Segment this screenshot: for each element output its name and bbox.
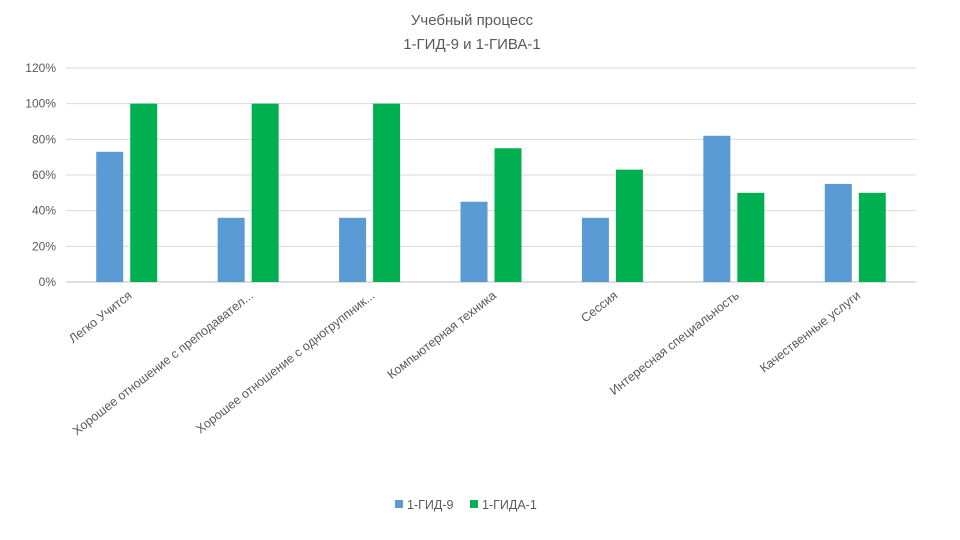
bar-series-2	[373, 103, 401, 283]
legend-label: 1-ГИД-9	[407, 498, 453, 512]
y-tick-label: 60%	[32, 168, 56, 182]
y-tick-label: 100%	[25, 97, 56, 111]
bar-series-2	[615, 169, 643, 282]
chart-title: Учебный процесс 1-ГИД-9 и 1-ГИВА-1	[403, 12, 541, 53]
legend-label: 1-ГИДА-1	[482, 498, 537, 512]
bar-series-1	[96, 151, 124, 282]
bar-series-2	[737, 192, 765, 282]
bar-series-2	[494, 148, 522, 282]
y-tick-label: 80%	[32, 132, 56, 146]
bar-series-2	[130, 103, 158, 283]
x-category-label: Сессия	[578, 288, 620, 325]
bars	[96, 103, 886, 283]
chart-title-line-1: Учебный процесс	[411, 12, 534, 29]
x-category-label: Качественные услуги	[757, 288, 863, 375]
bar-series-2	[858, 192, 886, 282]
gridlines	[66, 67, 916, 283]
chart-title-line-2: 1-ГИД-9 и 1-ГИВА-1	[403, 36, 541, 53]
bar-series-1	[460, 201, 488, 282]
bar-series-2	[251, 103, 279, 283]
y-tick-label: 20%	[32, 239, 56, 253]
bar-series-1	[217, 217, 245, 282]
bar-series-1	[824, 183, 852, 282]
bar-series-1	[581, 217, 609, 282]
legend: 1-ГИД-9 1-ГИДА-1	[395, 498, 537, 512]
legend-swatch	[395, 500, 403, 508]
y-tick-label: 120%	[25, 61, 56, 75]
bar-series-1	[703, 135, 731, 282]
x-category-label: Компьютерная техника	[385, 288, 499, 381]
x-category-label: Интересная специальность	[607, 288, 742, 397]
legend-swatch	[470, 500, 478, 508]
y-tick-label: 0%	[39, 275, 57, 289]
bar-series-1	[339, 217, 367, 282]
x-category-label: Легко Учится	[66, 288, 134, 346]
y-tick-label: 40%	[32, 204, 56, 218]
y-axis-tick-labels: 0% 20% 40% 60% 80% 100% 120%	[25, 61, 56, 289]
